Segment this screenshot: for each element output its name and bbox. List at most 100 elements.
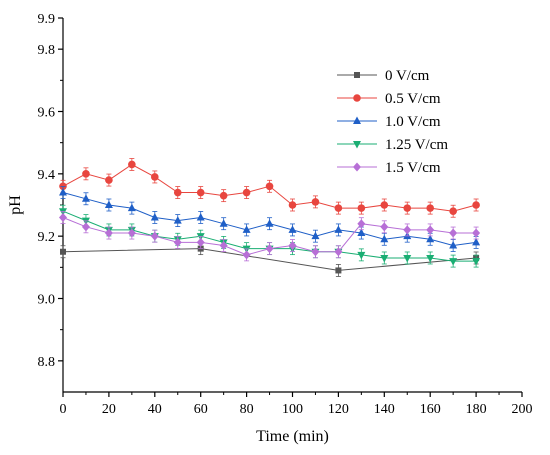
series-3 xyxy=(59,204,481,268)
series-2 xyxy=(59,186,481,252)
data-point xyxy=(219,219,228,227)
y-tick-label: 9.6 xyxy=(38,106,56,121)
data-point xyxy=(242,225,251,233)
data-point xyxy=(449,228,458,238)
y-tick-label: 9.0 xyxy=(38,293,56,308)
data-point xyxy=(380,222,389,232)
data-point xyxy=(357,228,366,237)
legend-item: 1.5 V/cm xyxy=(337,160,441,176)
data-point xyxy=(150,212,159,221)
legend-item: 0 V/cm xyxy=(337,68,430,84)
data-point xyxy=(59,212,67,222)
data-point xyxy=(173,216,182,224)
data-point xyxy=(242,188,251,197)
data-point xyxy=(357,204,366,212)
data-point xyxy=(219,191,228,200)
y-tick-label: 9.9 xyxy=(38,12,56,27)
data-point xyxy=(334,247,343,257)
data-point xyxy=(311,198,320,206)
legend-label: 1.25 V/cm xyxy=(385,137,448,153)
data-point xyxy=(242,250,251,260)
x-axis-title: Time (min) xyxy=(256,428,329,445)
data-point xyxy=(334,204,343,212)
x-tick-label: 60 xyxy=(194,402,208,417)
legend-marker xyxy=(353,162,361,172)
data-point xyxy=(196,188,205,197)
data-point xyxy=(472,201,480,209)
legend-item: 0.5 V/cm xyxy=(337,91,441,107)
x-tick-label: 0 xyxy=(60,402,67,417)
legend-marker xyxy=(354,72,360,78)
data-point xyxy=(196,237,205,247)
legend-marker xyxy=(353,141,361,149)
x-tick-label: 80 xyxy=(240,402,254,417)
data-point xyxy=(288,201,297,209)
data-point xyxy=(196,212,205,221)
data-point xyxy=(426,225,435,235)
legend-marker xyxy=(353,94,361,102)
data-point xyxy=(426,204,435,212)
x-tick-label: 120 xyxy=(328,402,349,417)
data-point xyxy=(472,258,481,266)
data-point xyxy=(335,267,342,274)
legend-label: 0 V/cm xyxy=(385,68,430,84)
data-point xyxy=(449,207,457,216)
data-point xyxy=(151,173,159,181)
data-point xyxy=(81,222,90,232)
data-point xyxy=(104,200,113,208)
legend-label: 0.5 V/cm xyxy=(385,91,441,107)
x-tick-label: 160 xyxy=(420,402,441,417)
data-point xyxy=(472,237,481,246)
x-tick-label: 140 xyxy=(374,402,395,417)
data-point xyxy=(288,241,297,251)
data-point xyxy=(219,241,228,251)
data-point xyxy=(311,231,320,240)
data-point xyxy=(380,201,389,209)
data-point xyxy=(150,231,159,241)
data-point xyxy=(449,258,458,266)
data-point xyxy=(82,170,90,178)
data-point xyxy=(311,247,320,257)
data-point xyxy=(265,182,274,191)
y-tick-label: 9.4 xyxy=(38,168,56,183)
data-point xyxy=(380,234,389,243)
x-tick-label: 200 xyxy=(512,402,533,417)
series-layer xyxy=(59,158,481,277)
data-point xyxy=(472,228,481,238)
data-point xyxy=(403,225,412,235)
legend-item: 1.25 V/cm xyxy=(337,137,448,153)
data-point xyxy=(426,234,435,243)
legend-marker xyxy=(353,116,361,124)
data-point xyxy=(265,244,274,254)
data-point xyxy=(426,254,435,263)
axes: 0 20 40 60 80 100 120 140 160 180 200 8.8 9.0 9.2 9.4 9… xyxy=(38,12,533,417)
y-tick-label: 9.2 xyxy=(38,230,56,245)
data-point xyxy=(173,237,182,247)
data-point xyxy=(357,219,366,229)
data-point xyxy=(449,241,458,249)
legend-item: 1.0 V/cm xyxy=(337,114,441,130)
data-point xyxy=(357,251,366,260)
x-tick-label: 180 xyxy=(466,402,487,417)
data-point xyxy=(288,225,297,233)
data-point xyxy=(173,188,182,197)
legend-label: 1.0 V/cm xyxy=(385,114,441,130)
data-point xyxy=(380,254,389,263)
legend-label: 1.5 V/cm xyxy=(385,160,441,176)
x-tick-label: 100 xyxy=(282,402,303,417)
data-point xyxy=(81,194,90,202)
x-tick-label: 20 xyxy=(102,402,116,417)
y-tick-label: 9.8 xyxy=(38,43,56,58)
y-tick-label: 8.8 xyxy=(38,355,56,370)
data-point xyxy=(265,219,274,227)
series-1 xyxy=(59,158,480,218)
series-4 xyxy=(59,211,481,262)
data-point xyxy=(127,228,136,238)
data-point xyxy=(60,248,66,255)
data-point xyxy=(105,176,113,184)
data-point xyxy=(403,254,412,263)
x-tick-label: 40 xyxy=(148,402,162,417)
legend: 0 V/cm 0.5 V/cm 1.0 V/cm 1.25 V/cm 1.5 V/cm xyxy=(337,68,448,176)
data-point xyxy=(104,228,113,238)
